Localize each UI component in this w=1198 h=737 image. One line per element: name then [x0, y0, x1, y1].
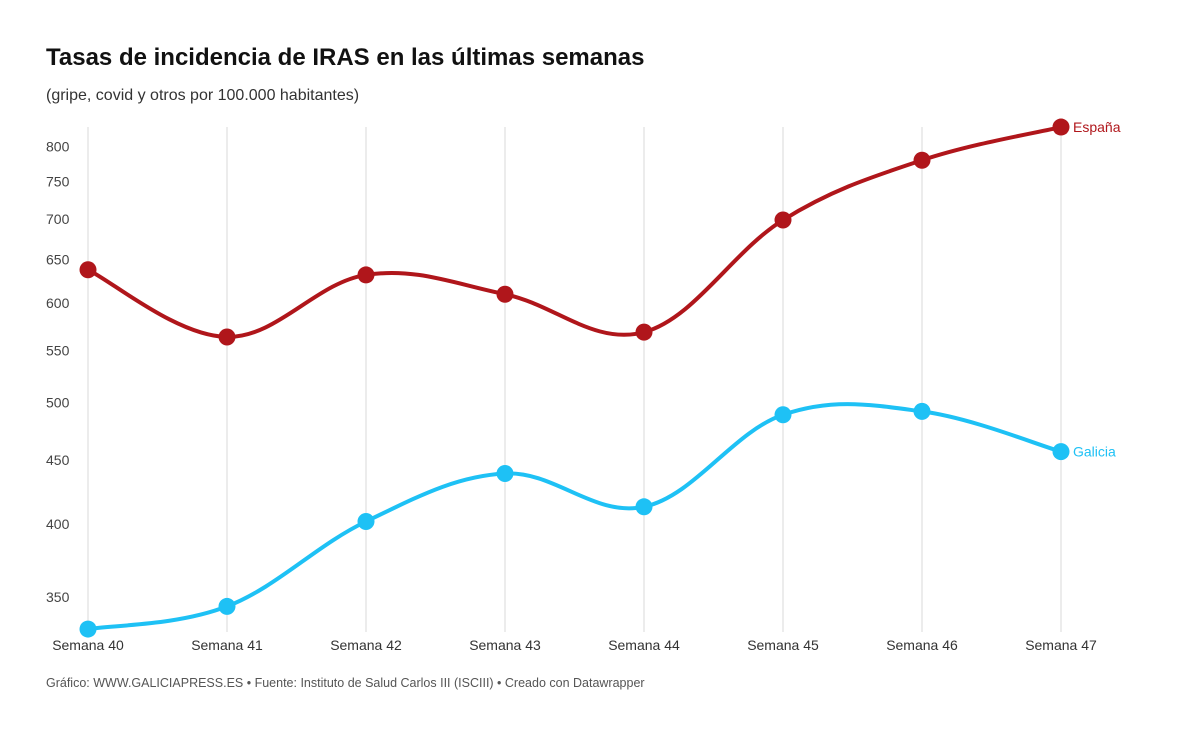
x-tick-label: Semana 46 — [886, 637, 958, 653]
data-point — [357, 513, 375, 531]
data-point — [79, 261, 97, 279]
y-tick-label: 750 — [46, 174, 70, 190]
chart-footer: Gráfico: WWW.GALICIAPRESS.ES • Fuente: I… — [46, 676, 645, 690]
data-point — [774, 211, 792, 229]
series-label: Galicia — [1073, 444, 1116, 460]
data-point — [913, 151, 931, 169]
y-tick-label: 400 — [46, 516, 70, 532]
y-tick-label: 550 — [46, 343, 70, 359]
x-tick-label: Semana 47 — [1025, 637, 1097, 653]
y-tick-label: 500 — [46, 395, 70, 411]
series-line-galicia — [86, 402, 1063, 632]
data-point — [496, 465, 514, 483]
y-tick-label: 450 — [46, 452, 70, 468]
data-point — [635, 323, 653, 341]
y-tick-label: 350 — [46, 589, 70, 605]
data-point — [218, 328, 236, 346]
data-point — [1052, 443, 1070, 461]
chart-subtitle: (gripe, covid y otros por 100.000 habita… — [46, 87, 360, 104]
y-tick-label: 600 — [46, 295, 70, 311]
data-point — [913, 402, 931, 420]
x-tick-label: Semana 40 — [52, 637, 124, 653]
y-tick-label: 650 — [46, 252, 70, 268]
series-line-espana — [86, 125, 1063, 339]
y-tick-label: 700 — [46, 211, 70, 227]
data-point — [774, 406, 792, 424]
data-point — [635, 498, 653, 516]
data-point — [79, 620, 97, 638]
data-point — [357, 266, 375, 284]
x-tick-label: Semana 43 — [469, 637, 541, 653]
chart-title: Tasas de incidencia de IRAS en las últim… — [46, 44, 645, 71]
x-tick-label: Semana 45 — [747, 637, 819, 653]
x-tick-label: Semana 42 — [330, 637, 402, 653]
series-label: España — [1073, 119, 1121, 135]
data-point — [1052, 118, 1070, 136]
x-tick-label: Semana 44 — [608, 637, 680, 653]
data-point — [218, 597, 236, 615]
y-tick-label: 800 — [46, 138, 70, 154]
data-point — [496, 285, 514, 303]
x-tick-label: Semana 41 — [191, 637, 263, 653]
